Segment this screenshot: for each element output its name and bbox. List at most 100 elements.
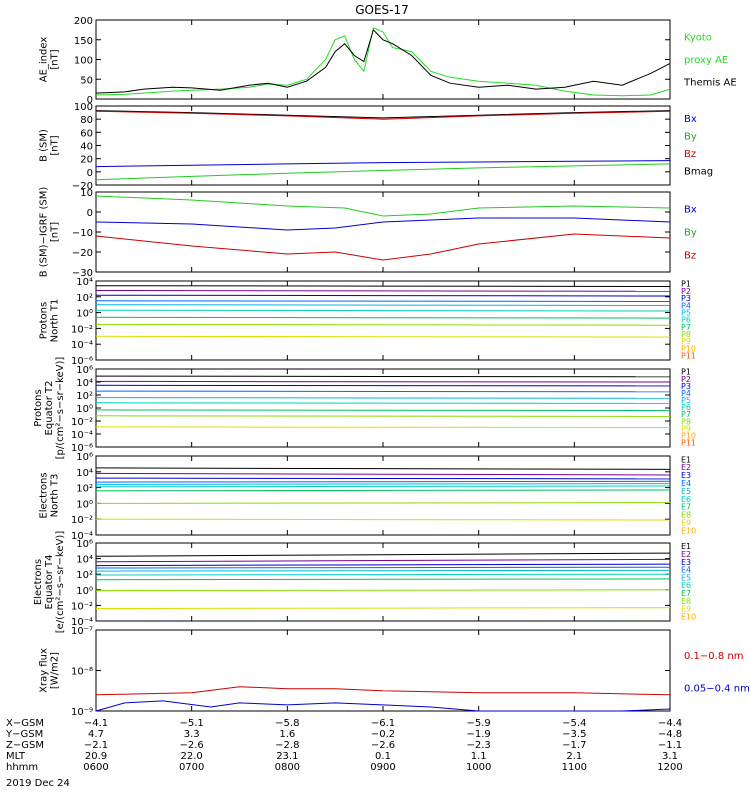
- flux-line-p1: [95, 285, 671, 287]
- flux-line-p7: [95, 316, 671, 319]
- legend-entry: P11: [681, 352, 696, 361]
- flux-line-e3: [95, 563, 671, 567]
- y-tick-label: 10⁰: [76, 586, 93, 597]
- legend-entry: E10: [681, 612, 696, 621]
- y-tick-label: 10⁻⁴: [71, 340, 93, 351]
- by-line: [95, 163, 671, 181]
- flux-line-e4: [95, 480, 671, 483]
- y-tick-label: 10²: [76, 293, 93, 304]
- y-tick-label: 10⁴: [76, 378, 93, 389]
- ephem-value: 2.1: [566, 751, 582, 762]
- y-axis-label: B (SM)−IGRF (SM): [39, 187, 50, 278]
- legend-entry: P3: [681, 294, 691, 303]
- y-tick-label: 10⁻⁹: [71, 707, 93, 718]
- y-tick-label: 10⁻²: [71, 324, 93, 335]
- y-tick-label: 10⁻²: [71, 417, 93, 428]
- legend-entry: P7: [681, 410, 691, 419]
- y-tick-label: 100: [74, 102, 93, 113]
- flux-line-e1: [95, 467, 671, 470]
- flux-line-e7: [95, 489, 671, 492]
- ephem-value: −0.2: [371, 729, 395, 740]
- legend-entry: E1: [681, 542, 691, 551]
- panel-pe: 10⁶ 10⁴ 10² 10⁰ 10⁻² 10⁻⁴ 10⁻⁶ Protons Equator T…: [33, 357, 696, 460]
- legend-entry: P11: [681, 439, 696, 448]
- y-axis-label: [p/(cm²−s−sr−keV)]: [55, 357, 66, 460]
- legend-entry: E7: [681, 503, 691, 512]
- y-tick-label: 50: [80, 75, 93, 86]
- y-tick-label: 10⁻⁶: [71, 356, 93, 367]
- y-tick-label: 10²: [76, 484, 93, 495]
- y-tick-label: 10⁻⁴: [71, 617, 93, 628]
- y-axis-label: [nT]: [50, 49, 61, 69]
- legend-entry: E4: [681, 566, 691, 575]
- legend-entry: P6: [681, 403, 691, 412]
- y-tick-label: 100: [74, 56, 93, 67]
- flux-line-e2: [95, 472, 671, 476]
- legend-entry: E6: [681, 495, 691, 504]
- ephem-value: 1.6: [279, 729, 295, 740]
- ephem-value: 23.1: [276, 751, 298, 762]
- ephem-value: −2.8: [275, 740, 299, 751]
- ephem-value: −3.5: [562, 729, 586, 740]
- y-tick-label: 10⁶: [76, 452, 93, 463]
- ephem-row-label: Z−GSM: [6, 740, 44, 751]
- legend-entry: P5: [681, 308, 691, 317]
- ephem-value: 0.1: [375, 751, 391, 762]
- legend-entry: E9: [681, 519, 691, 528]
- y-tick-label: 10⁻⁴: [71, 531, 93, 542]
- bx-line: [95, 160, 671, 168]
- themis-ae-line: [95, 28, 671, 94]
- y-tick-label: 10⁴: [76, 277, 93, 288]
- panel-pn: 10⁴ 10² 10⁰ 10⁻² 10⁻⁴ 10⁻⁶ Protons North T1 P1P2…: [39, 277, 697, 367]
- panel-frame: [95, 368, 671, 448]
- ephem-value: −1.9: [467, 729, 491, 740]
- legend-entry: E2: [681, 550, 691, 559]
- ephem-value: 1100: [562, 762, 587, 773]
- legend-entry: E8: [681, 597, 691, 606]
- legend-entry: P4: [681, 389, 691, 398]
- ephemeris-table: X−GSM −4.1 −5.1 −5.8 −6.1 −5.9 −5.4 −4.4 Y−GSM 4.…: [5, 718, 683, 773]
- ephem-row-label: X−GSM: [6, 718, 44, 729]
- y-tick-label: 10⁰: [76, 309, 93, 320]
- panel-frame: [95, 280, 671, 361]
- y-tick-label: −30: [72, 268, 93, 279]
- y-tick-label: −20: [72, 248, 93, 259]
- legend-entry: E5: [681, 573, 691, 582]
- panel-ae: 0 50 100 150 200 AE_index [nT] Kyoto proxy AE The…: [39, 16, 737, 106]
- xray-long-line: [95, 686, 671, 696]
- legend-entry: Bx: [684, 205, 697, 216]
- y-tick-label: 20: [80, 155, 93, 166]
- ephem-value: 0700: [179, 762, 204, 773]
- y-tick-label: 10⁻⁷: [71, 626, 93, 637]
- y-tick-label: 40: [80, 142, 93, 153]
- y-axis-label: North T1: [50, 299, 61, 343]
- legend-entry: P1: [681, 368, 691, 377]
- legend-entry: P4: [681, 301, 691, 310]
- ephem-value: 3.1: [662, 751, 678, 762]
- legend-entry: E7: [681, 589, 691, 598]
- bz-line: [95, 233, 671, 261]
- y-tick-label: 200: [74, 16, 93, 27]
- kyoto-proxy-ae-line: [95, 27, 671, 97]
- panel-bsm: 100 80 60 40 20 0 −20 B (SM) [nT] Bx By Bz Bmag: [39, 102, 714, 192]
- y-tick-label: 10: [80, 188, 93, 199]
- ephem-value: −4.1: [84, 718, 108, 729]
- flux-line-p3: [95, 294, 671, 297]
- flux-line-e9: [95, 518, 671, 521]
- legend-entry: P3: [681, 382, 691, 391]
- flux-line-e6: [95, 573, 671, 576]
- y-axis-label: [nT]: [50, 222, 61, 242]
- y-axis-label: Electrons: [33, 559, 44, 605]
- flux-line-e1: [95, 552, 671, 557]
- ephem-value: −2.1: [84, 740, 108, 751]
- legend-entry: 0.1−0.8 nm: [684, 651, 743, 662]
- flux-line-p4: [95, 300, 671, 302]
- flux-line-p9: [95, 426, 671, 428]
- legend-entry: P9: [681, 337, 691, 346]
- legend-entry: P10: [681, 431, 696, 440]
- legend-entry: E1: [681, 455, 691, 464]
- bmag-line: [95, 110, 671, 119]
- plot-title: GOES-17: [355, 3, 409, 17]
- legend-entry: E9: [681, 605, 691, 614]
